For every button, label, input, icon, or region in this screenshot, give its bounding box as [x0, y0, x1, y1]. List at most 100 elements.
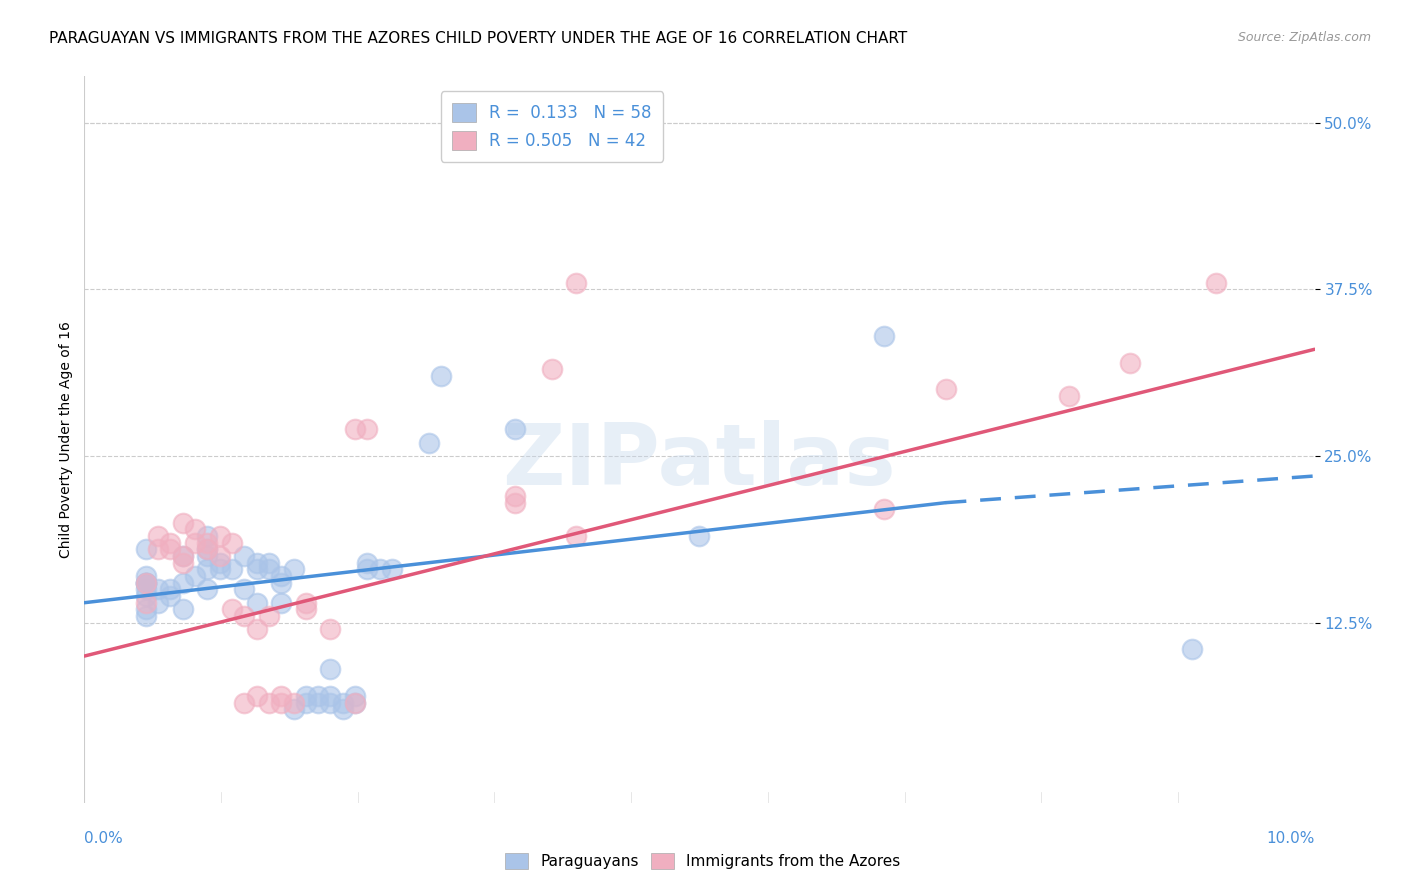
Point: [935, 382, 957, 396]
Point: [159, 582, 181, 597]
Point: [197, 582, 219, 597]
Point: [381, 562, 404, 576]
Point: [135, 575, 157, 590]
Point: [135, 575, 157, 590]
Point: [283, 702, 305, 716]
Point: [295, 596, 318, 610]
Point: [172, 575, 194, 590]
Point: [257, 562, 280, 576]
Point: [172, 556, 194, 570]
Point: [257, 696, 280, 710]
Point: [541, 362, 564, 376]
Point: [503, 496, 526, 510]
Point: [270, 596, 292, 610]
Point: [356, 556, 378, 570]
Point: [135, 542, 157, 557]
Point: [197, 535, 219, 549]
Point: [356, 422, 378, 436]
Point: [148, 596, 170, 610]
Point: [197, 529, 219, 543]
Point: [503, 489, 526, 503]
Point: [148, 542, 170, 557]
Point: [208, 549, 231, 563]
Point: [283, 696, 305, 710]
Point: [356, 562, 378, 576]
Point: [270, 696, 292, 710]
Point: [344, 696, 367, 710]
Point: [172, 602, 194, 616]
Point: [159, 589, 181, 603]
Point: [307, 696, 329, 710]
Legend: R =  0.133   N = 58, R = 0.505   N = 42: R = 0.133 N = 58, R = 0.505 N = 42: [440, 91, 664, 161]
Point: [184, 535, 207, 549]
Point: [172, 549, 194, 563]
Point: [503, 422, 526, 436]
Point: [135, 575, 157, 590]
Point: [1181, 642, 1204, 657]
Text: 0.0%: 0.0%: [84, 831, 124, 846]
Point: [332, 702, 354, 716]
Point: [319, 689, 342, 703]
Point: [319, 696, 342, 710]
Point: [221, 602, 243, 616]
Point: [159, 542, 181, 557]
Point: [135, 569, 157, 583]
Point: [270, 569, 292, 583]
Text: Source: ZipAtlas.com: Source: ZipAtlas.com: [1237, 31, 1371, 45]
Point: [368, 562, 391, 576]
Point: [257, 609, 280, 624]
Point: [135, 609, 157, 624]
Point: [172, 549, 194, 563]
Point: [270, 689, 292, 703]
Point: [135, 602, 157, 616]
Y-axis label: Child Poverty Under the Age of 16: Child Poverty Under the Age of 16: [59, 321, 73, 558]
Point: [135, 582, 157, 597]
Point: [295, 602, 318, 616]
Point: [430, 368, 453, 383]
Point: [221, 562, 243, 576]
Point: [135, 596, 157, 610]
Point: [208, 556, 231, 570]
Point: [221, 535, 243, 549]
Point: [1205, 276, 1227, 290]
Point: [246, 623, 269, 637]
Point: [233, 609, 256, 624]
Point: [344, 689, 367, 703]
Point: [233, 696, 256, 710]
Point: [197, 549, 219, 563]
Point: [246, 556, 269, 570]
Point: [418, 435, 440, 450]
Point: [148, 529, 170, 543]
Point: [344, 422, 367, 436]
Text: 10.0%: 10.0%: [1267, 831, 1315, 846]
Point: [283, 562, 305, 576]
Point: [135, 589, 157, 603]
Point: [295, 689, 318, 703]
Point: [319, 662, 342, 676]
Point: [565, 276, 588, 290]
Point: [135, 575, 157, 590]
Legend: Paraguayans, Immigrants from the Azores: Paraguayans, Immigrants from the Azores: [499, 847, 907, 875]
Point: [319, 623, 342, 637]
Point: [257, 556, 280, 570]
Point: [197, 542, 219, 557]
Point: [246, 689, 269, 703]
Point: [159, 535, 181, 549]
Point: [332, 696, 354, 710]
Point: [307, 689, 329, 703]
Point: [208, 562, 231, 576]
Point: [246, 596, 269, 610]
Point: [295, 696, 318, 710]
Point: [344, 696, 367, 710]
Point: [1119, 356, 1142, 370]
Point: [1057, 389, 1080, 403]
Point: [184, 569, 207, 583]
Point: [689, 529, 711, 543]
Point: [565, 529, 588, 543]
Point: [184, 522, 207, 536]
Point: [246, 562, 269, 576]
Point: [233, 549, 256, 563]
Point: [270, 575, 292, 590]
Point: [233, 582, 256, 597]
Point: [197, 542, 219, 557]
